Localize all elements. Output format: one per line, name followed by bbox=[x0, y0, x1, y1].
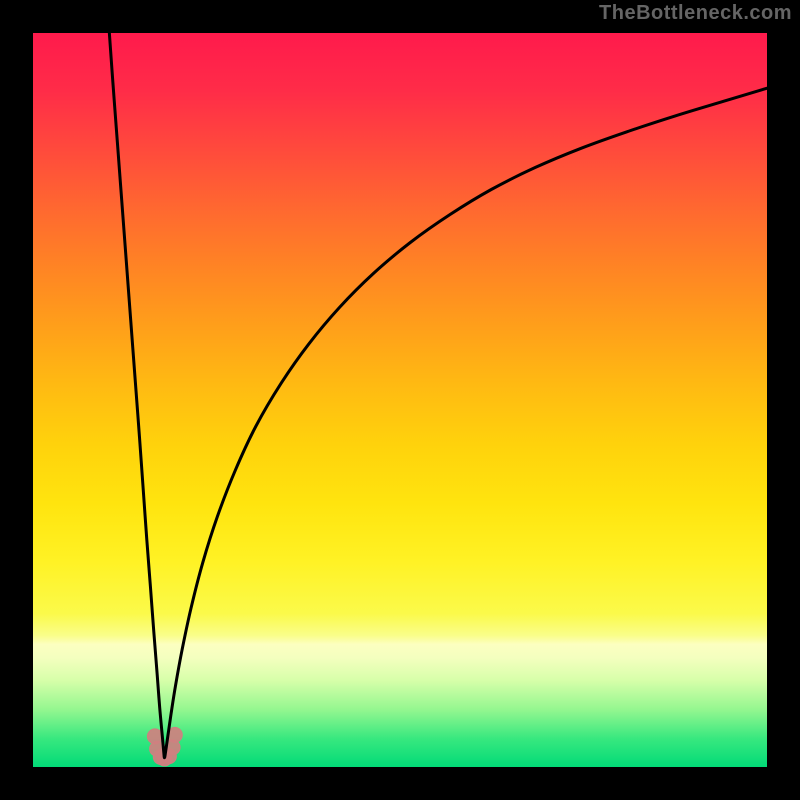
heat-gradient-background bbox=[32, 32, 768, 768]
chart-svg bbox=[0, 0, 800, 800]
chart-stage: TheBottleneck.com bbox=[0, 0, 800, 800]
watermark-text: TheBottleneck.com bbox=[599, 2, 792, 25]
